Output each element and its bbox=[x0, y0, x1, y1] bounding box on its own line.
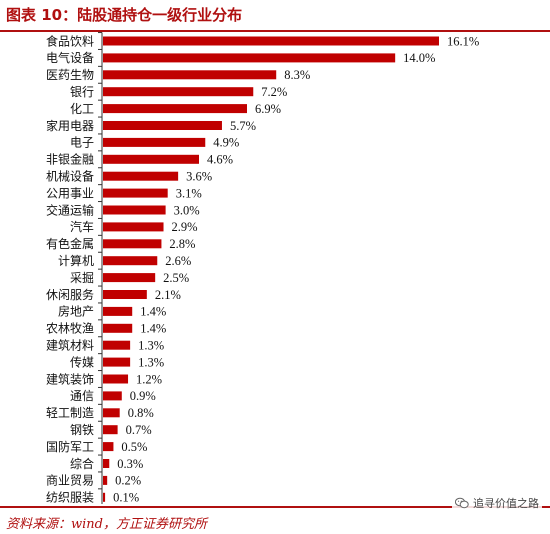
bar bbox=[103, 306, 133, 316]
data-label: 0.5% bbox=[121, 440, 147, 454]
category-label: 钢铁 bbox=[70, 423, 94, 437]
category-label: 国防军工 bbox=[46, 439, 94, 454]
bar bbox=[103, 137, 206, 147]
category-label: 有色金属 bbox=[46, 236, 94, 251]
category-labels: 食品饮料电气设备医药生物银行化工家用电器电子非银金融机械设备公用事业交通运输汽车… bbox=[46, 33, 94, 504]
data-label: 16.1% bbox=[447, 34, 479, 48]
category-label: 轻工制造 bbox=[46, 406, 94, 420]
data-label: 2.1% bbox=[155, 288, 181, 302]
data-label: 3.6% bbox=[186, 170, 212, 184]
category-label: 传媒 bbox=[70, 354, 94, 369]
data-label: 0.9% bbox=[130, 389, 156, 403]
data-label: 0.2% bbox=[115, 474, 141, 488]
figure-header: 图表 10：陆股通持仓一级行业分布 bbox=[0, 0, 550, 32]
data-label: 1.3% bbox=[138, 355, 164, 369]
data-label: 3.0% bbox=[174, 203, 200, 217]
bar bbox=[103, 222, 164, 232]
data-label: 0.8% bbox=[128, 406, 154, 420]
value-labels: 16.1% 14.0% 8.3% 7.2% 6.9% 5.7% 4.9% 4.6% 3.6% 3.… bbox=[113, 34, 479, 504]
bar bbox=[103, 459, 110, 468]
category-label: 通信 bbox=[70, 389, 94, 403]
category-label: 农林牧渔 bbox=[46, 322, 94, 336]
watermark-text: 追寻价值之路 bbox=[473, 497, 539, 510]
bar bbox=[103, 36, 439, 46]
data-label: 2.6% bbox=[165, 254, 191, 268]
bar bbox=[103, 391, 122, 401]
bar bbox=[103, 154, 199, 164]
data-label: 5.7% bbox=[230, 119, 256, 133]
category-label: 非银金融 bbox=[46, 152, 94, 167]
bar bbox=[103, 171, 179, 181]
bar bbox=[103, 53, 396, 63]
figure-title: 图表 10：陆股通持仓一级行业分布 bbox=[6, 6, 243, 24]
category-axis bbox=[98, 32, 103, 504]
category-label: 食品饮料 bbox=[46, 33, 94, 48]
wechat-icon bbox=[454, 497, 469, 509]
category-label: 化工 bbox=[70, 102, 94, 116]
figure-footer: 资料来源：wind，方正证券研究所 bbox=[0, 506, 550, 534]
data-label: 2.5% bbox=[163, 271, 189, 285]
bar bbox=[103, 323, 133, 333]
bar bbox=[103, 256, 158, 266]
category-label: 医药生物 bbox=[46, 68, 94, 82]
category-label: 纺织服装 bbox=[46, 491, 94, 504]
bar bbox=[103, 290, 147, 299]
category-label: 电子 bbox=[70, 136, 94, 150]
data-label: 0.1% bbox=[113, 491, 139, 504]
data-label: 4.9% bbox=[213, 136, 239, 150]
bar-chart: 食品饮料电气设备医药生物银行化工家用电器电子非银金融机械设备公用事业交通运输汽车… bbox=[46, 32, 479, 504]
bar bbox=[103, 492, 106, 502]
data-label: 2.9% bbox=[172, 220, 198, 234]
bar bbox=[103, 374, 129, 384]
data-label: 3.1% bbox=[176, 186, 202, 200]
category-label: 公用事业 bbox=[46, 186, 94, 200]
bar bbox=[103, 121, 222, 130]
bar bbox=[103, 273, 156, 283]
source-note: 资料来源：wind，方正证券研究所 bbox=[6, 517, 207, 532]
data-label: 1.4% bbox=[140, 322, 166, 336]
category-label: 机械设备 bbox=[46, 169, 94, 184]
bar bbox=[103, 442, 114, 452]
category-label: 家用电器 bbox=[46, 118, 94, 133]
category-label: 建筑材料 bbox=[46, 338, 94, 353]
data-label: 2.8% bbox=[169, 237, 195, 251]
bar bbox=[103, 239, 162, 249]
category-label: 交通运输 bbox=[46, 202, 94, 217]
bar bbox=[103, 425, 118, 435]
category-label: 综合 bbox=[70, 456, 94, 471]
bar bbox=[103, 357, 131, 367]
bar bbox=[103, 70, 277, 80]
category-label: 建筑装饰 bbox=[46, 371, 94, 386]
category-label: 房地产 bbox=[58, 304, 94, 319]
category-label: 汽车 bbox=[70, 219, 94, 234]
data-label: 6.9% bbox=[255, 102, 281, 116]
bar bbox=[103, 205, 166, 215]
data-label: 8.3% bbox=[284, 68, 310, 82]
bars-group bbox=[103, 36, 439, 502]
data-label: 14.0% bbox=[403, 51, 435, 65]
data-label: 4.6% bbox=[207, 153, 233, 167]
category-label: 银行 bbox=[70, 85, 94, 99]
bar bbox=[103, 104, 247, 114]
bar bbox=[103, 475, 108, 485]
data-label: 0.7% bbox=[126, 423, 152, 437]
bar bbox=[103, 188, 168, 198]
bar bbox=[103, 340, 131, 350]
bar bbox=[103, 87, 254, 97]
data-label: 1.3% bbox=[138, 339, 164, 353]
data-label: 1.2% bbox=[136, 372, 162, 386]
data-label: 0.3% bbox=[117, 457, 143, 471]
data-label: 1.4% bbox=[140, 305, 166, 319]
bar bbox=[103, 408, 120, 418]
category-label: 采掘 bbox=[70, 270, 94, 285]
category-label: 计算机 bbox=[58, 253, 94, 268]
category-label: 休闲服务 bbox=[46, 287, 94, 302]
watermark: 追寻价值之路 bbox=[452, 494, 542, 512]
data-label: 7.2% bbox=[261, 85, 287, 99]
category-label: 电气设备 bbox=[46, 50, 94, 65]
category-label: 商业贸易 bbox=[46, 473, 94, 488]
